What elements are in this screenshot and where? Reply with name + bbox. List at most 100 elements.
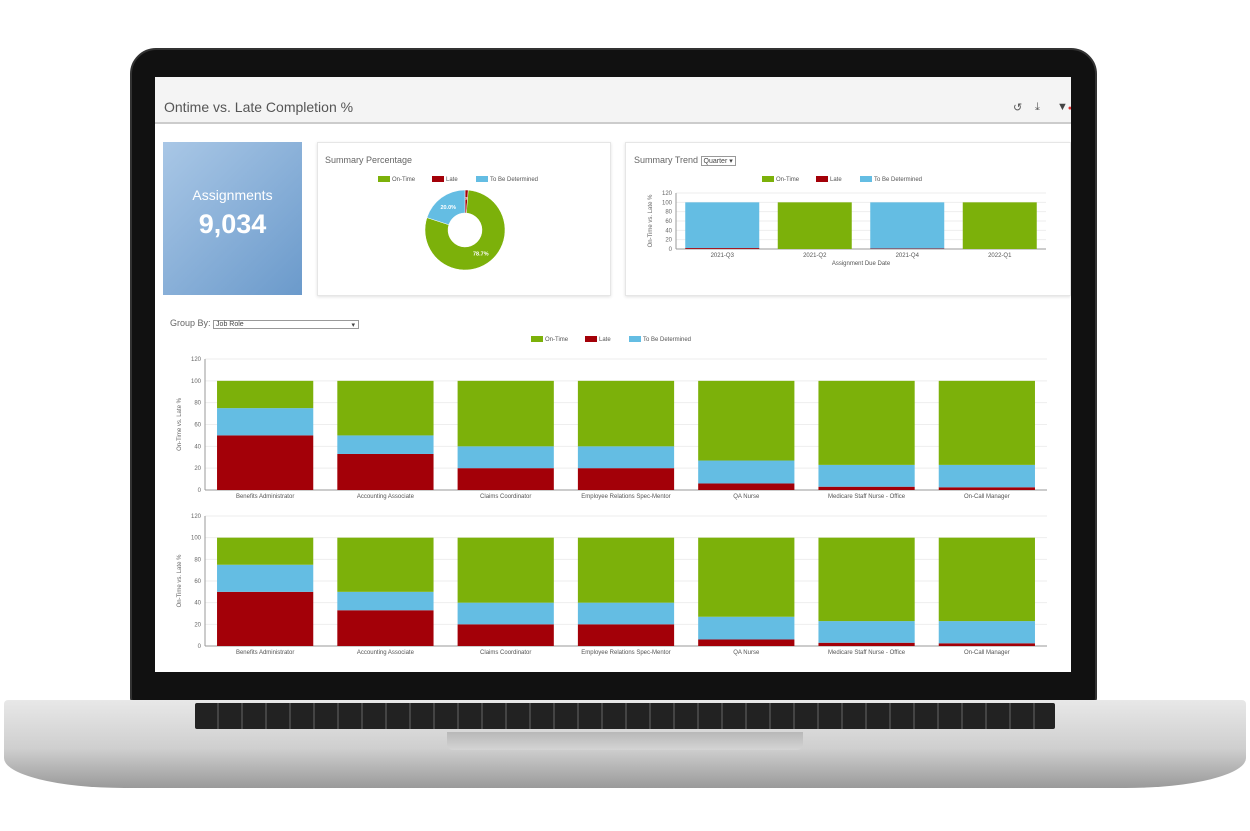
group-by-select[interactable]: Job Role ▾	[213, 320, 360, 329]
y-tick-label: 120	[191, 357, 202, 363]
x-tick-label: Benefits Administrator	[236, 494, 294, 500]
legend-swatch	[816, 176, 828, 182]
x-tick-label: 2022-Q1	[988, 253, 1012, 259]
bar-on-time	[698, 380, 795, 461]
bar-to-be-determined	[870, 202, 945, 249]
bar-to-be-determined	[457, 602, 554, 625]
x-tick-label: Benefits Administrator	[236, 650, 294, 656]
period-select[interactable]: Quarter ▾	[700, 156, 736, 166]
x-tick-label: 2021-Q3	[711, 253, 735, 259]
legend-swatch	[762, 176, 774, 182]
bar-to-be-determined	[217, 564, 314, 592]
bar-late	[938, 643, 1035, 646]
legend-label: On-Time	[776, 177, 800, 183]
bar-late	[818, 642, 915, 646]
x-tick-label: On-Call Manager	[964, 494, 1010, 500]
legend-label: To Be Determined	[643, 337, 691, 343]
y-tick-label: 60	[194, 423, 201, 429]
bar-late	[217, 591, 314, 646]
y-tick-label: 80	[194, 557, 201, 563]
bar-to-be-determined	[337, 435, 434, 454]
x-tick-label: Claims Coordinator	[480, 494, 531, 500]
bar-late	[698, 483, 795, 490]
y-tick-label: 120	[191, 514, 202, 520]
y-axis-label: On-Time vs. Late %	[177, 397, 183, 450]
bar-late	[337, 610, 434, 646]
bar-late	[457, 624, 554, 646]
bar-to-be-determined	[818, 621, 915, 643]
y-tick-label: 80	[665, 210, 672, 216]
y-tick-label: 40	[194, 601, 201, 607]
y-tick-label: 0	[198, 488, 202, 494]
bar-late	[577, 468, 675, 490]
bar-on-time	[217, 380, 314, 409]
x-tick-label: Accounting Associate	[357, 650, 415, 656]
job-role-chart-2: 0 20 40 60 80 100 120 On-Time vs. Late % Benefit…	[177, 514, 1047, 656]
bar-on-time	[337, 537, 434, 592]
bar-late	[337, 453, 434, 490]
filter-icon[interactable]: ▼●	[1057, 101, 1071, 113]
donut-label: 78.7%	[473, 252, 489, 258]
summary-trend-panel: Summary Trend Quarter ▾ On-Time Late To Be…	[625, 142, 1071, 296]
bar-to-be-determined	[337, 591, 434, 611]
y-tick-label: 0	[669, 247, 673, 253]
bar-late	[217, 435, 314, 490]
group-by-value: Job Role	[216, 321, 244, 328]
y-tick-label: 40	[194, 444, 201, 450]
bar-on-time	[938, 380, 1035, 465]
bar-to-be-determined	[698, 460, 795, 484]
legend-label: Late	[830, 177, 842, 183]
bar-to-be-determined	[217, 408, 314, 436]
legend-label: On-Time	[392, 177, 416, 183]
legend-label: Late	[446, 177, 458, 183]
bar-on-time	[818, 380, 915, 465]
bar-on-time	[962, 202, 1037, 249]
bar-on-time	[577, 537, 675, 603]
donut-slice-on-time	[424, 189, 506, 271]
y-axis-label: On-Time vs. Late %	[177, 554, 183, 607]
legend-swatch	[432, 176, 444, 182]
summary-trend-chart: On-Time Late To Be Determined 0 20 40 60 80 100 1…	[648, 176, 1046, 267]
laptop-keyboard	[195, 703, 1055, 729]
donut-label: 20.0%	[440, 205, 456, 211]
bar-to-be-determined	[577, 602, 675, 625]
bar-on-time	[777, 202, 852, 249]
bar-to-be-determined	[457, 446, 554, 469]
bar-to-be-determined	[938, 621, 1035, 644]
group-by-control: Group By: Job Role ▾	[170, 318, 360, 329]
x-tick-label: 2021-Q2	[803, 253, 827, 259]
x-tick-label: Employee Relations Spec-Mentor	[581, 650, 670, 656]
donut-slice-to-be-determined	[426, 189, 466, 226]
y-tick-label: 20	[194, 466, 201, 472]
x-axis-label: Assignment Due Date	[832, 261, 891, 267]
assignments-count: 9,034	[198, 209, 267, 239]
assignments-label: Assignments	[192, 187, 273, 203]
x-tick-label: On-Call Manager	[964, 650, 1010, 656]
laptop-trackpad	[447, 732, 803, 750]
bar-on-time	[698, 537, 795, 617]
bar-late	[698, 639, 795, 646]
legend-swatch	[476, 176, 488, 182]
y-tick-label: 60	[665, 219, 672, 225]
x-tick-label: Employee Relations Spec-Mentor	[581, 494, 670, 500]
download-icon[interactable]: ⤓	[1035, 101, 1040, 113]
header-bar: Ontime vs. Late Completion % ↺ ⤓ ▼●	[155, 77, 1071, 124]
bar-on-time	[337, 380, 434, 436]
bar-to-be-determined	[698, 616, 795, 640]
bar-to-be-determined	[685, 202, 760, 249]
summary-trend-header: Summary Trend Quarter ▾	[634, 155, 736, 166]
bar-on-time	[457, 537, 554, 603]
bar-on-time	[217, 537, 314, 565]
bar-late	[685, 248, 760, 249]
x-tick-label: Claims Coordinator	[480, 650, 531, 656]
x-tick-label: QA Nurse	[733, 494, 760, 500]
x-tick-label: Medicare Staff Nurse - Office	[828, 650, 906, 656]
donut-chart: On-Time Late To Be Determined 1.3% 78.7% 20.0…	[378, 176, 538, 271]
legend-label: To Be Determined	[874, 177, 922, 183]
bar-on-time	[818, 537, 915, 622]
assignments-tile: Assignments 9,034	[163, 142, 302, 295]
bar-late	[457, 468, 554, 490]
history-icon[interactable]: ↺	[1013, 102, 1023, 114]
bar-late	[577, 624, 675, 646]
bar-to-be-determined	[818, 464, 915, 487]
